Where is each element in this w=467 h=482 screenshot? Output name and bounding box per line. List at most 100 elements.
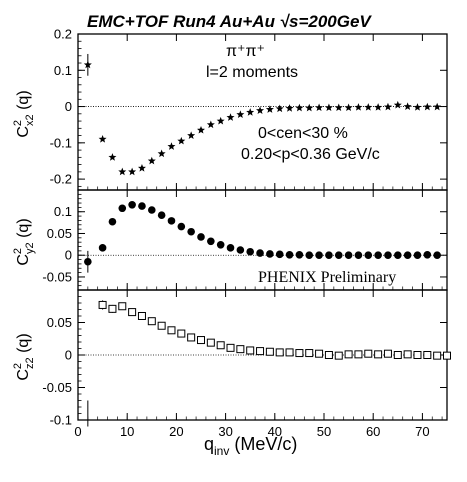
data-point bbox=[177, 136, 186, 145]
y-tick-label: 0.2 bbox=[54, 27, 72, 42]
annotation-centrality: 0<cen<30 % bbox=[258, 125, 348, 142]
x-tick-label: 70 bbox=[415, 424, 429, 439]
data-point bbox=[295, 103, 304, 112]
data-point bbox=[403, 251, 412, 260]
annotation-preliminary: PHENIX Preliminary bbox=[258, 269, 396, 286]
data-point bbox=[157, 211, 166, 220]
data-point bbox=[383, 349, 392, 358]
y-axis-label: C2x2 (q) bbox=[12, 90, 36, 137]
data-point bbox=[334, 351, 343, 360]
data-point bbox=[197, 336, 205, 345]
data-point bbox=[206, 120, 215, 129]
data-point bbox=[275, 348, 284, 357]
x-tick-label: 40 bbox=[268, 424, 282, 439]
data-point bbox=[236, 246, 245, 254]
data-point bbox=[167, 142, 176, 150]
data-point bbox=[246, 346, 255, 355]
data-point bbox=[128, 167, 137, 176]
data-point bbox=[315, 349, 324, 358]
data-point bbox=[118, 167, 127, 176]
data-point bbox=[148, 206, 156, 214]
data-point bbox=[108, 217, 117, 226]
data-point bbox=[295, 250, 304, 259]
y-tick-label: 0.05 bbox=[47, 226, 72, 241]
y-tick-label: 0 bbox=[65, 248, 72, 263]
data-point bbox=[295, 349, 304, 358]
y-axis-label-rest: (q) bbox=[15, 218, 32, 242]
data-point bbox=[305, 251, 314, 260]
data-point bbox=[256, 106, 265, 114]
y-axis-label-sup: 2 bbox=[12, 248, 24, 254]
data-point bbox=[187, 131, 196, 139]
data-point bbox=[374, 251, 382, 260]
data-point bbox=[354, 103, 363, 111]
data-point bbox=[265, 347, 274, 356]
y-tick-label: 0 bbox=[65, 99, 72, 114]
data-point bbox=[137, 312, 146, 320]
data-point bbox=[206, 338, 215, 347]
x-axis-label-unit: (MeV/c) bbox=[229, 434, 297, 454]
data-point bbox=[354, 251, 363, 260]
x-axis-label-sub: inv bbox=[214, 444, 229, 458]
x-axis-label-main: q bbox=[204, 434, 214, 454]
data-point bbox=[394, 251, 402, 260]
y-axis-label-main: C bbox=[15, 369, 32, 381]
data-point bbox=[305, 103, 314, 112]
y-axis-label-main: C bbox=[15, 126, 32, 138]
data-point bbox=[197, 125, 205, 134]
data-point bbox=[325, 251, 333, 260]
data-point bbox=[108, 153, 117, 161]
y-tick-label: 0.1 bbox=[54, 204, 72, 219]
data-point bbox=[433, 251, 441, 260]
data-point bbox=[315, 251, 323, 260]
data-point bbox=[374, 103, 383, 111]
data-point bbox=[266, 250, 274, 258]
data-point bbox=[256, 347, 265, 356]
data-point bbox=[324, 103, 333, 112]
data-point bbox=[167, 217, 176, 225]
data-point bbox=[157, 321, 166, 330]
y-tick-label: 0.1 bbox=[54, 63, 72, 78]
data-point bbox=[246, 108, 255, 116]
data-point bbox=[216, 240, 225, 249]
data-point bbox=[374, 350, 383, 359]
data-point bbox=[137, 164, 146, 172]
data-point bbox=[147, 317, 156, 326]
y-tick-label: -0.2 bbox=[50, 172, 72, 187]
data-point bbox=[187, 333, 196, 342]
data-point bbox=[138, 202, 146, 210]
y-axis-label-sub: z2 bbox=[24, 357, 36, 369]
data-point bbox=[364, 251, 373, 260]
y-tick-label: 0 bbox=[65, 348, 72, 363]
data-point bbox=[285, 348, 294, 357]
data-point bbox=[108, 304, 117, 313]
x-axis-label: qinv (MeV/c) bbox=[204, 434, 297, 458]
data-point bbox=[128, 308, 137, 317]
x-tick-label: 60 bbox=[366, 424, 380, 439]
data-point bbox=[275, 104, 284, 113]
data-point bbox=[265, 105, 274, 113]
data-point bbox=[207, 237, 215, 246]
data-point bbox=[324, 351, 333, 359]
x-tick-label: 10 bbox=[120, 424, 134, 439]
y-axis-label: C2y2 (q) bbox=[12, 218, 36, 265]
data-point bbox=[236, 345, 245, 354]
data-point bbox=[285, 250, 294, 259]
x-tick-label: 20 bbox=[169, 424, 183, 439]
y-axis-label-rest: (q) bbox=[15, 333, 32, 357]
data-point bbox=[305, 349, 314, 358]
data-point bbox=[236, 110, 245, 118]
data-point bbox=[157, 149, 166, 158]
y-axis-label: C2z2 (q) bbox=[12, 333, 36, 380]
data-point bbox=[423, 250, 432, 259]
data-point bbox=[246, 247, 254, 256]
data-point bbox=[83, 60, 92, 69]
data-point bbox=[433, 351, 442, 360]
y-tick-label: -0.05 bbox=[42, 269, 72, 284]
data-point bbox=[413, 103, 422, 111]
data-point bbox=[98, 135, 107, 143]
data-point bbox=[344, 251, 353, 260]
